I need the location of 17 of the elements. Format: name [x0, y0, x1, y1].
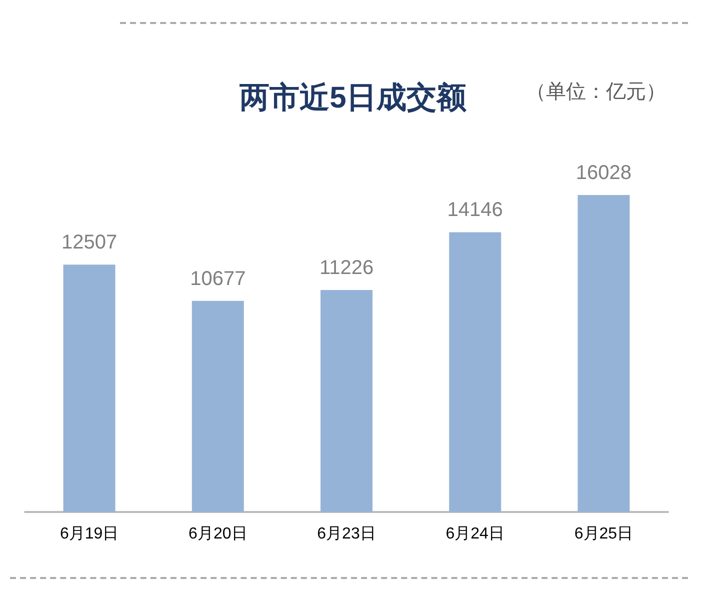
- bar: [63, 264, 116, 512]
- y-axis-title: （单位：亿元）: [526, 81, 666, 103]
- chart-title: 两市近5日成交额: [238, 80, 466, 114]
- x-tick-label: 6月25日: [574, 526, 634, 542]
- x-tick-label: 6月24日: [446, 526, 504, 542]
- bar: [320, 290, 372, 512]
- data-label: 16028: [576, 162, 632, 184]
- bar: [192, 300, 244, 512]
- bar: [449, 232, 502, 512]
- x-tick-label: 6月20日: [188, 526, 248, 542]
- bar: [578, 195, 630, 512]
- data-label: 12507: [61, 232, 118, 254]
- data-label: 10677: [190, 268, 246, 290]
- x-tick-label: 6月19日: [60, 526, 119, 542]
- x-tick-label: 6月23日: [317, 526, 376, 542]
- data-label: 14146: [447, 199, 503, 222]
- data-label: 11226: [319, 256, 374, 279]
